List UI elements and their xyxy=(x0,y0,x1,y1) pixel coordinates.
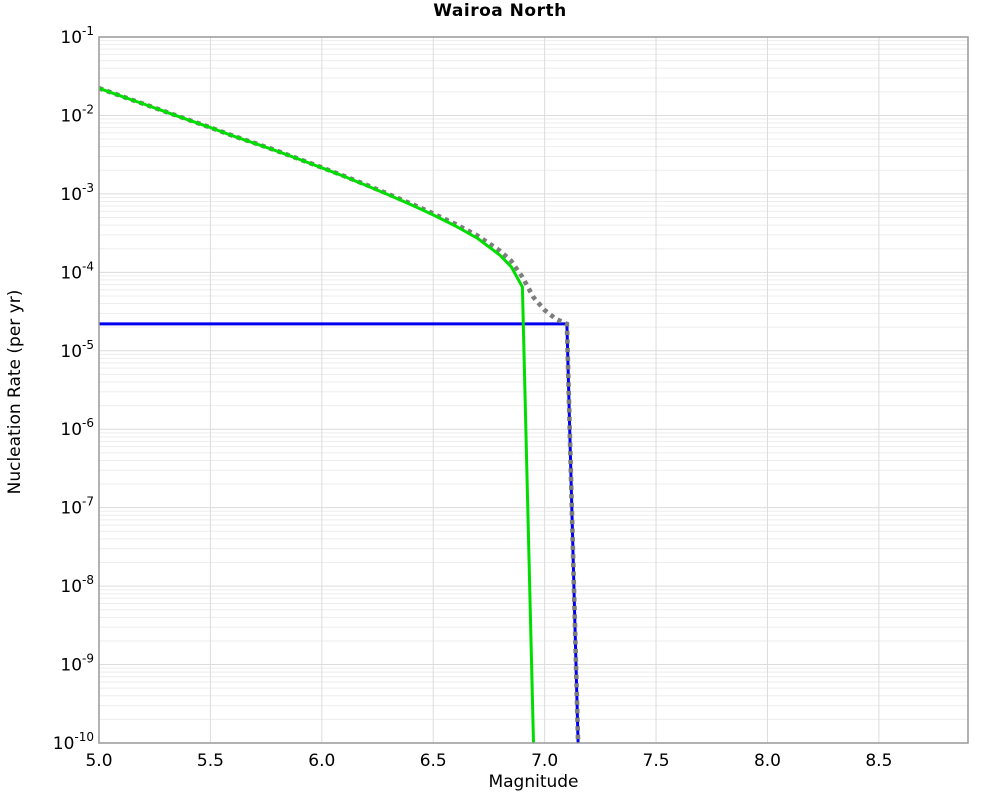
y-axis-tick-labels: 10-1 10-2 10-3 10-4 10-5 10-6 10-7 10-8 10-9 10-1… xyxy=(53,24,94,754)
y-tick-label: 10-8 xyxy=(60,573,94,597)
x-tick-label: 8.0 xyxy=(754,751,781,771)
y-tick-label: 10-1 xyxy=(60,24,94,48)
gutenberg-richter-mfd-line xyxy=(99,86,535,743)
plot-border xyxy=(98,36,969,744)
chart-title: Wairoa North xyxy=(433,1,567,21)
y-tick-label: 10-7 xyxy=(60,495,94,519)
y-tick-label: 10-2 xyxy=(60,102,94,126)
x-axis-tick-labels: 5.0 5.5 6.0 6.5 7.0 7.5 8.0 8.5 xyxy=(85,751,892,771)
x-tick-label: 7.0 xyxy=(531,751,558,771)
x-tick-label: 7.5 xyxy=(643,751,670,771)
x-tick-label: 6.0 xyxy=(308,751,335,771)
y-tick-label: 10-6 xyxy=(60,416,94,440)
y-tick-label: 10-3 xyxy=(60,181,94,205)
y-tick-label: 10-9 xyxy=(60,652,94,676)
x-tick-label: 5.5 xyxy=(197,751,224,771)
x-tick-label: 8.5 xyxy=(865,751,892,771)
y-tick-label: 10-5 xyxy=(60,338,94,362)
x-tick-label: 5.0 xyxy=(85,751,112,771)
y-tick-label: 10-4 xyxy=(60,259,94,283)
y-axis-title: Nucleation Rate (per yr) xyxy=(5,289,25,495)
x-tick-label: 6.5 xyxy=(420,751,447,771)
x-axis-title: Magnitude xyxy=(488,772,579,792)
y-tick-label: 10-10 xyxy=(53,730,94,754)
